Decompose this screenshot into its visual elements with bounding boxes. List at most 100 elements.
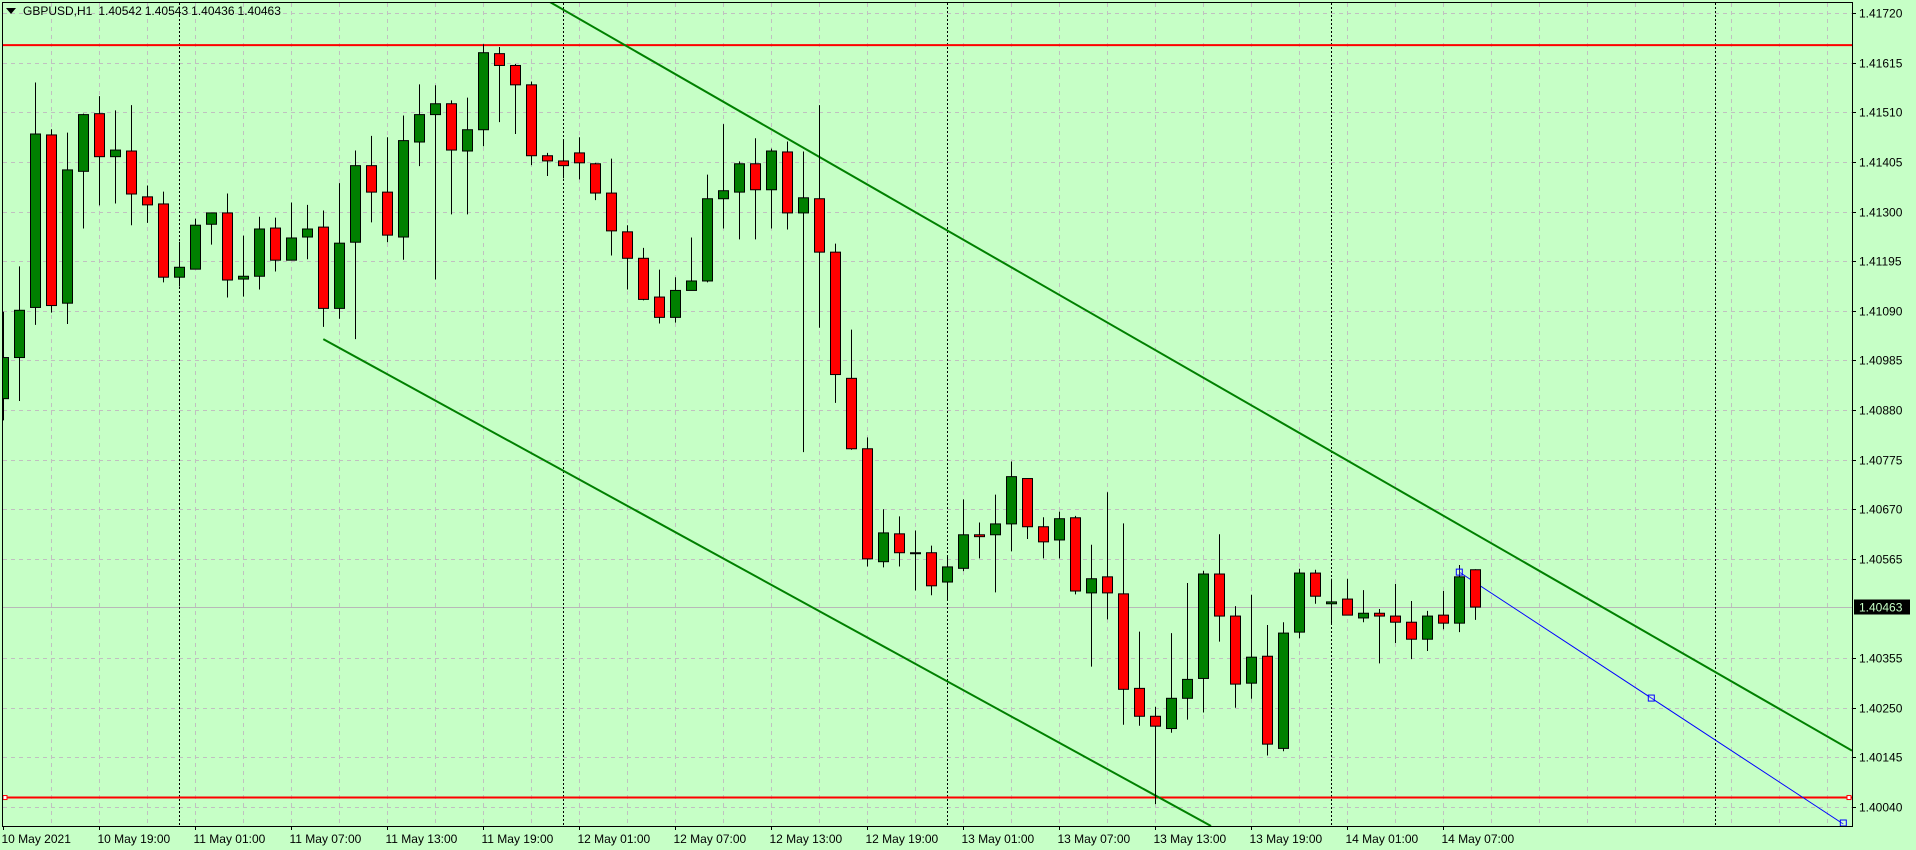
- bear-candle-body: [158, 203, 169, 278]
- price-tick-label: 1.41090: [1859, 305, 1903, 319]
- candle: [1102, 492, 1113, 620]
- candle: [30, 82, 41, 325]
- candle: [958, 499, 969, 572]
- candle: [1022, 478, 1033, 540]
- candle: [1150, 706, 1161, 805]
- bull-candle-body: [1086, 578, 1097, 594]
- candle: [1326, 578, 1337, 625]
- current-price-label-bg: [1854, 599, 1910, 615]
- bull-candle-body: [302, 228, 313, 238]
- candle: [334, 183, 345, 319]
- line-handle[interactable]: [2, 795, 8, 801]
- candle: [14, 266, 25, 402]
- candle: [846, 329, 857, 450]
- candle: [1262, 625, 1273, 756]
- candle: [1374, 608, 1385, 664]
- bull-candle-body: [430, 103, 441, 116]
- candle: [94, 96, 105, 206]
- bull-candle-body: [1166, 697, 1177, 730]
- trendline-handle[interactable]: [1455, 568, 1463, 576]
- bull-candle-body: [78, 114, 89, 172]
- candle: [174, 241, 185, 287]
- trendline-handle[interactable]: [1647, 694, 1655, 702]
- bull-candle-body: [238, 275, 249, 280]
- candle: [158, 191, 169, 283]
- channel-upper-line[interactable]: [546, 0, 1852, 752]
- candle: [990, 494, 1001, 593]
- bear-candle-body: [1342, 598, 1353, 616]
- bear-candle-body: [1102, 576, 1113, 594]
- price-tick-label: 1.41195: [1859, 255, 1902, 269]
- bear-candle-body: [510, 64, 521, 86]
- candle: [1342, 578, 1353, 616]
- bear-candle-body: [1230, 615, 1241, 685]
- bear-candle-body: [142, 196, 153, 206]
- bear-candle-body: [1470, 569, 1481, 608]
- candle: [270, 217, 281, 272]
- blue-trendline[interactable]: [1459, 571, 1844, 825]
- bear-candle-body: [750, 163, 761, 191]
- bull-candle-body: [958, 534, 969, 569]
- candle: [1294, 568, 1305, 639]
- candle: [1422, 610, 1433, 652]
- ohlc-open: 1.40542: [98, 4, 142, 18]
- bull-candle-body: [718, 190, 729, 200]
- price-tick-label: 1.41720: [1859, 7, 1903, 21]
- candle: [702, 174, 713, 283]
- bear-candle-body: [126, 150, 137, 195]
- candle: [638, 247, 649, 301]
- bear-candle-body: [1118, 593, 1129, 690]
- bull-candle-body: [1358, 612, 1369, 619]
- candle: [110, 110, 121, 204]
- ohlc-close: 1.40463: [237, 4, 281, 18]
- candle: [622, 225, 633, 290]
- bear-candle-body: [526, 84, 537, 157]
- candle: [926, 545, 937, 596]
- candle: [238, 235, 249, 297]
- bull-candle-body: [1326, 601, 1337, 605]
- bear-candle-body: [814, 198, 825, 253]
- bull-candle-body: [190, 224, 201, 270]
- bear-candle-body: [1390, 615, 1401, 623]
- current-price-label: 1.40463: [1859, 601, 1903, 615]
- bull-candle-body: [670, 289, 681, 318]
- bull-candle-body: [1006, 476, 1017, 525]
- line-handle[interactable]: [1846, 795, 1852, 801]
- candle: [814, 105, 825, 328]
- bear-candle-body: [1374, 612, 1385, 617]
- candle: [1470, 569, 1481, 620]
- bear-candle-body: [1134, 687, 1145, 717]
- ohlc-low: 1.40436: [191, 4, 235, 18]
- candle: [782, 141, 793, 230]
- period-separators: [179, 3, 1716, 826]
- candle: [606, 158, 617, 256]
- candle: [974, 522, 985, 559]
- candle: [1118, 523, 1129, 725]
- bull-candle-body: [414, 114, 425, 143]
- bull-candle-body: [398, 140, 409, 238]
- time-axis[interactable]: 10 May 2021 10 May 19:00 11 May 01:00 11 Ma…: [2, 826, 1515, 846]
- candle: [398, 115, 409, 260]
- bull-candle-body: [1198, 573, 1209, 679]
- channel-lower-line[interactable]: [322, 338, 1212, 826]
- trendline-handle[interactable]: [1839, 819, 1847, 827]
- candle: [142, 185, 153, 223]
- candle: [3, 311, 9, 421]
- bull-candle-body: [910, 552, 921, 555]
- candle: [894, 516, 905, 567]
- candle: [1230, 606, 1241, 708]
- bear-candle-body: [366, 165, 377, 193]
- bull-candle-body: [3, 357, 9, 400]
- bear-candle-body: [622, 231, 633, 259]
- bull-candle-body: [1294, 572, 1305, 633]
- bull-candle-body: [286, 237, 297, 261]
- time-tick-label: 12 May 07:00: [674, 832, 747, 846]
- bull-candle-body: [462, 129, 473, 152]
- candle: [1406, 600, 1417, 660]
- candle: [46, 129, 57, 313]
- price-tick-label: 1.40040: [1859, 801, 1903, 815]
- triangle-down-icon[interactable]: [6, 8, 16, 14]
- candle: [222, 193, 233, 298]
- price-axis[interactable]: 1.41720 1.41615 1.41510 1.41405 1.41300 1.411…: [1852, 7, 1910, 815]
